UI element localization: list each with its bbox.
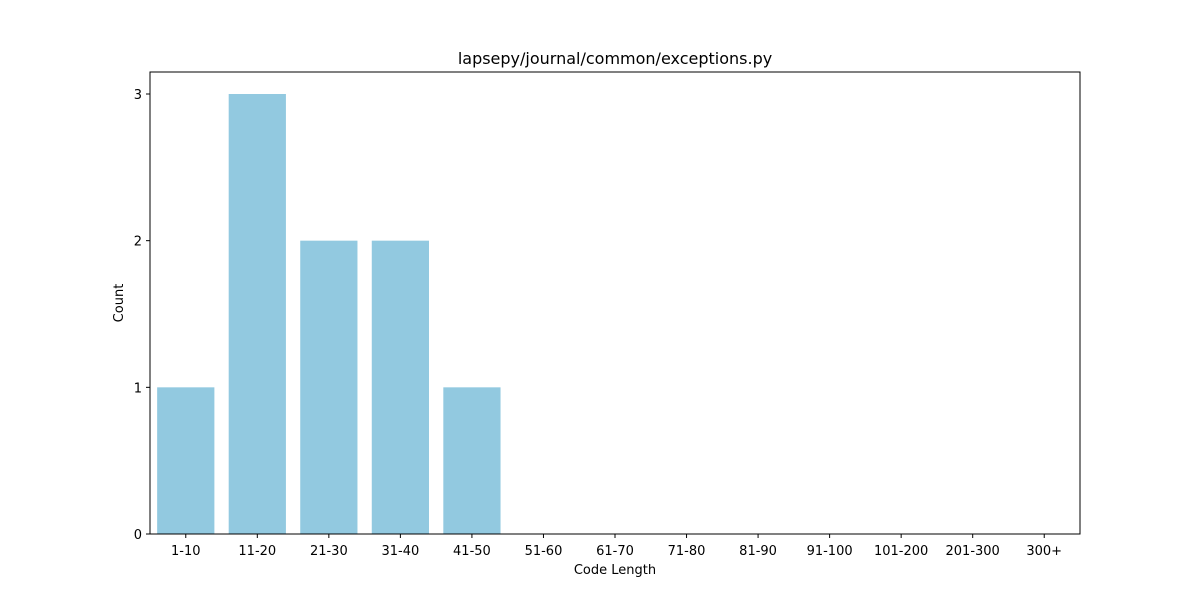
x-tick-label: 21-30 <box>310 544 348 559</box>
bar-41-50 <box>443 387 501 534</box>
x-tick-label: 300+ <box>1026 544 1062 559</box>
x-tick-label: 61-70 <box>596 544 634 559</box>
x-tick-label: 11-20 <box>238 544 276 559</box>
y-axis-label: Count <box>112 284 127 323</box>
x-tick-label: 41-50 <box>453 544 491 559</box>
x-tick-label: 51-60 <box>525 544 563 559</box>
x-tick-label: 71-80 <box>668 544 706 559</box>
y-tick-label: 3 <box>134 88 142 103</box>
bar-21-30 <box>300 240 358 534</box>
bar-31-40 <box>371 240 429 534</box>
y-tick-label: 0 <box>134 528 142 543</box>
x-axis-label: Code Length <box>574 563 656 578</box>
y-tick-label: 1 <box>134 381 142 396</box>
y-axis-ticks: 0 1 2 3 <box>134 88 150 543</box>
x-tick-label: 91-100 <box>807 544 853 559</box>
x-tick-label: 1-10 <box>171 544 201 559</box>
x-axis-ticks: 1-10 11-20 21-30 31-40 41-50 51-60 61-70 71-80 8… <box>171 534 1062 559</box>
y-tick-label: 2 <box>134 235 142 250</box>
chart-title: lapsepy/journal/common/exceptions.py <box>458 49 772 68</box>
bars-group <box>157 94 501 534</box>
x-tick-label: 31-40 <box>381 544 419 559</box>
x-tick-label: 81-90 <box>739 544 777 559</box>
x-tick-label: 101-200 <box>874 544 928 559</box>
plot-frame <box>149 71 1081 535</box>
bar-1-10 <box>157 387 215 534</box>
bar-11-20 <box>228 94 286 534</box>
x-tick-label: 201-300 <box>946 544 1000 559</box>
